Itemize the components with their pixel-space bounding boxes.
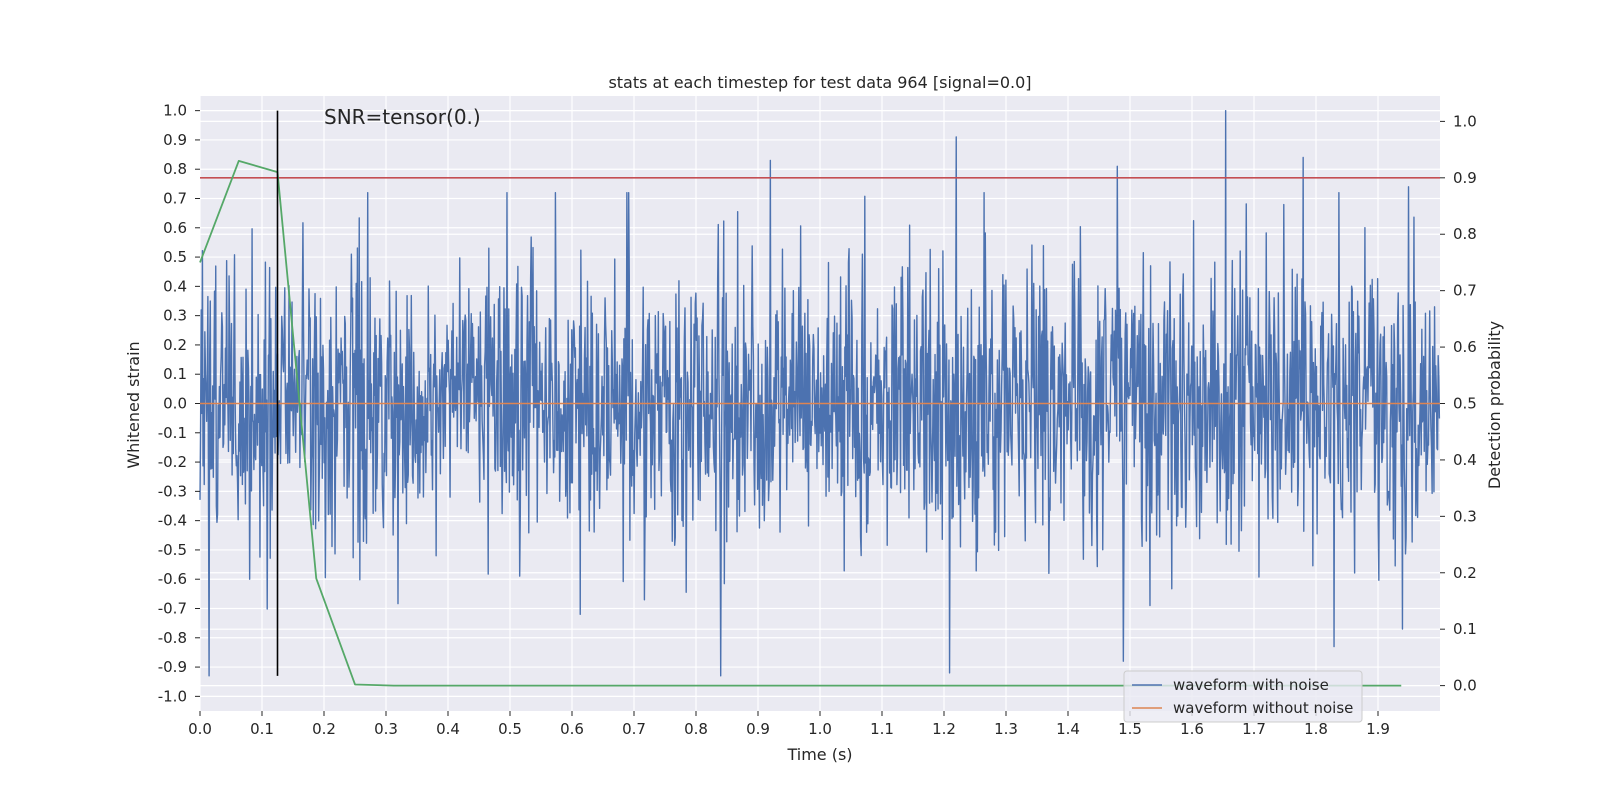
y2-tick-label: 1.0 [1453,112,1477,130]
x-tick-label: 1.1 [870,720,894,738]
y2-axis-label: Detection probability [1485,321,1504,489]
x-tick-label: 1.5 [1118,720,1142,738]
y-tick-label: -0.4 [158,512,187,530]
probability-line [199,159,1402,687]
x-tick-label: 0.5 [498,720,522,738]
y2-axis-ticks: 1.0 0.9 0.8 0.7 0.6 0.5 0.4 0.3 0.2 0.1 0.0 [1440,112,1477,695]
y2-tick-label: 0.0 [1453,677,1477,695]
y2-tick-label: 0.5 [1453,395,1477,413]
y-tick-label: -0.6 [158,570,187,588]
x-tick-label: 1.7 [1242,720,1266,738]
legend: waveform with noise waveform without noi… [1123,670,1363,723]
y-tick-label: 0.8 [163,160,187,178]
y-tick-label: 0.5 [163,248,187,266]
y-tick-label: 0.9 [163,131,187,149]
y-axis-ticks: 1.0 0.9 0.8 0.7 0.6 0.5 0.4 0.3 0.2 0.1 0.0 -0.1 -0.… [158,102,200,705]
x-tick-label: 0.2 [312,720,336,738]
y2-tick-label: 0.9 [1453,169,1477,187]
y-tick-label: -0.1 [158,424,187,442]
series-detection-probability [199,159,1402,687]
legend-box [1123,670,1363,723]
y-tick-label: 0.1 [163,365,187,383]
x-tick-label: 1.2 [932,720,956,738]
x-tick-label: 0.7 [622,720,646,738]
x-tick-label: 0.9 [746,720,770,738]
x-tick-label: 0.8 [684,720,708,738]
x-tick-label: 0.3 [374,720,398,738]
y2-tick-label: 0.3 [1453,507,1477,525]
y2-tick-label: 0.4 [1453,451,1477,469]
y-tick-label: 0.6 [163,219,187,237]
y-tick-label: 0.0 [163,395,187,413]
y-tick-label: -0.8 [158,629,187,647]
legend-label-clean: waveform without noise [1173,699,1353,717]
y-tick-label: -0.2 [158,453,187,471]
y-tick-label: 0.3 [163,307,187,325]
y2-tick-label: 0.2 [1453,564,1477,582]
y-tick-label: 0.7 [163,190,187,208]
y-tick-label: -0.5 [158,541,187,559]
x-axis-ticks: 0.0 0.1 0.2 0.3 0.4 0.5 0.6 0.7 0.8 0.9 1.0 1.1 1.2 1… [188,711,1390,738]
legend-label-noise: waveform with noise [1173,676,1329,694]
y2-tick-label: 0.1 [1453,620,1477,638]
x-tick-label: 0.4 [436,720,460,738]
x-tick-label: 1.8 [1304,720,1328,738]
y-tick-label: -0.3 [158,482,187,500]
y-tick-label: 1.0 [163,102,187,120]
y-axis-label: Whitened strain [124,341,143,468]
y-tick-label: 0.4 [163,277,187,295]
y-tick-label: -0.7 [158,600,187,618]
chart-title: stats at each timestep for test data 964… [608,73,1031,92]
x-axis-label: Time (s) [786,745,852,764]
snr-annotation: SNR=tensor(0.) [324,105,481,129]
y2-tick-label: 0.8 [1453,225,1477,243]
y2-tick-label: 0.7 [1453,282,1477,300]
y-tick-label: -1.0 [158,687,187,705]
y2-tick-label: 0.6 [1453,338,1477,356]
x-tick-label: 0.6 [560,720,584,738]
y-tick-label: -0.9 [158,658,187,676]
x-tick-label: 0.1 [250,720,274,738]
x-tick-label: 1.4 [1056,720,1080,738]
series-waveform-with-noise [199,109,1441,677]
waveform-noise-line [199,109,1441,677]
x-tick-label: 1.0 [808,720,832,738]
x-tick-label: 1.3 [994,720,1018,738]
y-tick-label: 0.2 [163,336,187,354]
x-tick-label: 1.9 [1366,720,1390,738]
x-tick-label: 0.0 [188,720,212,738]
x-tick-label: 1.6 [1180,720,1204,738]
